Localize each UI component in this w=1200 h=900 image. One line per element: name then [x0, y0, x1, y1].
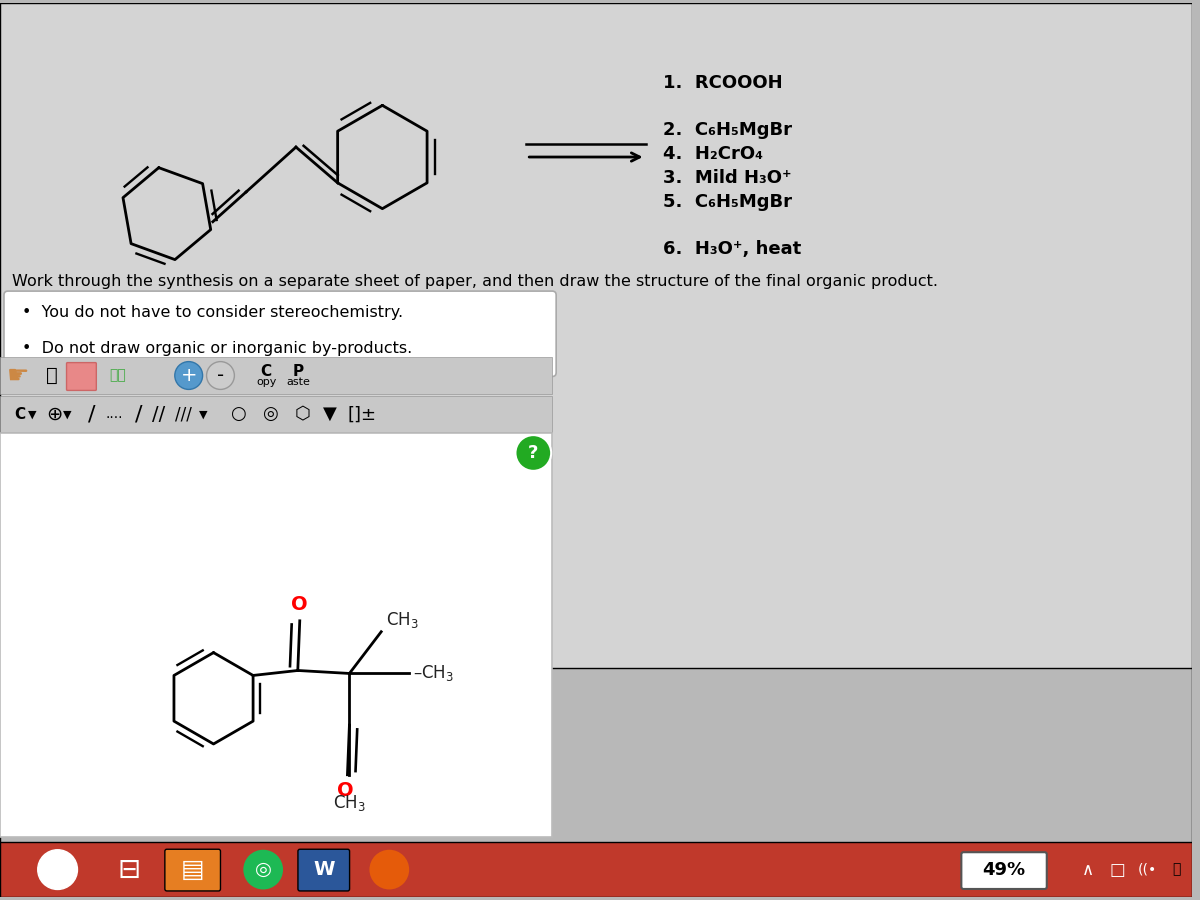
Text: //: //	[152, 405, 166, 424]
Circle shape	[244, 850, 283, 889]
Text: Work through the synthesis on a separate sheet of paper, and then draw the struc: Work through the synthesis on a separate…	[12, 274, 938, 289]
Circle shape	[516, 435, 551, 471]
Text: •  Do not draw organic or inorganic by-products.: • Do not draw organic or inorganic by-pr…	[22, 341, 412, 356]
Text: 🔒: 🔒	[46, 366, 58, 385]
Text: 6.  H₃O⁺, heat: 6. H₃O⁺, heat	[664, 240, 802, 258]
FancyBboxPatch shape	[0, 433, 552, 837]
Text: aste: aste	[286, 377, 310, 388]
Text: 49%: 49%	[983, 860, 1026, 878]
Text: 1.  RCOOOH: 1. RCOOOH	[664, 74, 784, 92]
FancyBboxPatch shape	[4, 291, 556, 376]
Text: O: O	[337, 781, 354, 800]
Text: ▼: ▼	[64, 410, 72, 419]
Text: ....: ....	[106, 407, 122, 421]
Text: C: C	[14, 407, 25, 422]
Text: ◎: ◎	[254, 860, 271, 879]
Text: opy: opy	[256, 377, 276, 388]
Text: ▤: ▤	[181, 858, 204, 882]
Text: ⬡: ⬡	[295, 405, 311, 423]
Text: ?: ?	[528, 444, 539, 462]
Text: -: -	[217, 366, 224, 385]
Circle shape	[175, 362, 203, 390]
FancyBboxPatch shape	[0, 842, 1192, 897]
FancyBboxPatch shape	[66, 363, 96, 391]
Text: ((•: ((•	[1138, 862, 1157, 877]
Text: []±: []±	[348, 405, 377, 423]
Text: □: □	[1110, 860, 1126, 878]
Text: ▼: ▼	[323, 405, 337, 423]
FancyBboxPatch shape	[164, 850, 221, 891]
FancyBboxPatch shape	[0, 3, 1192, 897]
Text: 5.  C₆H₅MgBr: 5. C₆H₅MgBr	[664, 193, 792, 211]
Text: /: /	[88, 404, 95, 424]
FancyBboxPatch shape	[961, 852, 1046, 889]
Text: C: C	[260, 364, 271, 379]
Circle shape	[37, 850, 78, 889]
Text: P: P	[293, 364, 304, 379]
Text: ▼: ▼	[199, 410, 208, 419]
FancyBboxPatch shape	[0, 3, 1192, 669]
FancyBboxPatch shape	[0, 356, 552, 394]
Text: 🔊: 🔊	[1172, 862, 1181, 877]
Text: W: W	[313, 860, 335, 879]
Text: +: +	[180, 366, 197, 385]
Text: /: /	[136, 404, 143, 424]
Text: ///: ///	[175, 405, 192, 423]
Text: •  You do not have to consider stereochemistry.: • You do not have to consider stereochem…	[22, 305, 403, 320]
Text: O: O	[292, 596, 308, 615]
Text: 3.  Mild H₃O⁺: 3. Mild H₃O⁺	[664, 169, 792, 187]
Text: ⊟: ⊟	[118, 856, 140, 884]
Circle shape	[206, 362, 234, 390]
Text: CH$_3$: CH$_3$	[334, 793, 366, 813]
FancyBboxPatch shape	[0, 396, 552, 432]
Text: 2.  C₆H₅MgBr: 2. C₆H₅MgBr	[664, 122, 792, 140]
Circle shape	[370, 850, 409, 889]
Text: ▼: ▼	[28, 410, 36, 419]
Text: 4.  H₂CrO₄: 4. H₂CrO₄	[664, 145, 763, 163]
Text: CH$_3$: CH$_3$	[386, 610, 419, 630]
Text: –CH$_3$: –CH$_3$	[413, 663, 454, 683]
Text: ○: ○	[230, 405, 246, 423]
Text: ∧: ∧	[1081, 860, 1093, 878]
FancyBboxPatch shape	[298, 850, 349, 891]
Text: ☛: ☛	[7, 364, 29, 388]
Text: ◎: ◎	[263, 405, 278, 423]
Text: ⌒⌒: ⌒⌒	[109, 368, 126, 382]
Text: ⊕: ⊕	[47, 405, 62, 424]
